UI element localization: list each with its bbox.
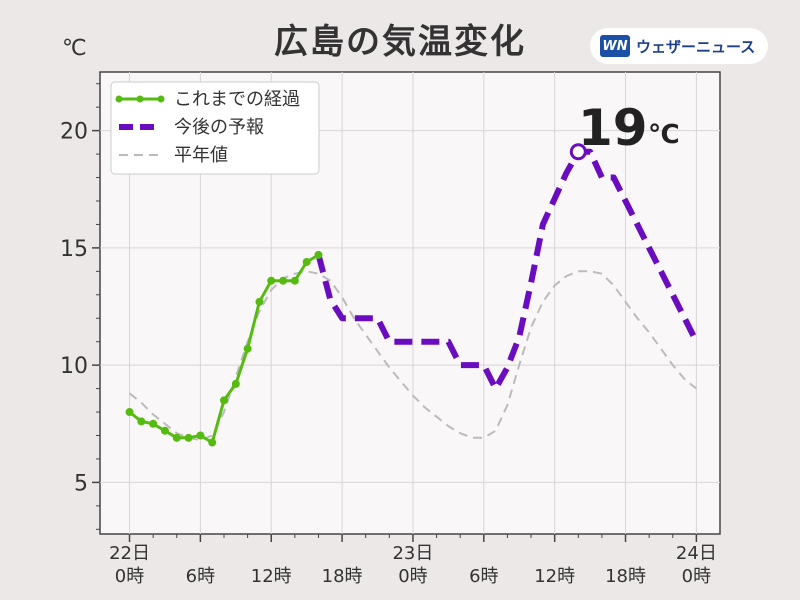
data-point [302,257,311,266]
x-tick-hour-label: 0時 [682,566,711,587]
data-point [149,419,158,428]
data-point [243,344,252,353]
y-tick-label: 5 [74,471,88,496]
data-point [314,250,323,259]
x-tick-hour-label: 6時 [186,566,215,587]
data-point [290,276,299,285]
data-point [172,433,181,442]
data-point [196,431,205,440]
x-tick-hour-label: 18時 [322,566,363,587]
data-point [125,408,134,417]
y-tick-label: 15 [60,237,88,262]
y-tick-label: 20 [60,120,88,145]
series-lines [125,148,700,447]
legend-label: これまでの経過 [174,89,300,110]
legend-marker [157,95,165,103]
series-line-dashed-thin [128,270,698,442]
max-point-marker [569,143,587,161]
legend-label: 平年値 [174,145,228,166]
x-tick-date-label: 23日 [392,543,433,564]
y-axis-unit: ℃ [62,36,87,61]
weathernews-logo-icon: WN [600,35,630,57]
legend-box [110,81,320,175]
x-tick-hour-label: 12時 [534,566,575,587]
legend-marker [136,95,144,103]
max-temperature-label: 19 [578,99,648,157]
data-point [267,276,276,285]
y-tick-label: 10 [60,354,88,379]
data-point [279,276,288,285]
data-point [160,426,169,435]
data-point [220,396,228,405]
x-tick-hour-label: 18時 [605,566,646,587]
x-tick-hour-label: 6時 [469,566,498,587]
brand-name: ウェザーニュース [636,37,756,56]
x-tick-date-label: 22日 [109,543,150,564]
data-point [184,433,193,442]
data-point [231,379,240,388]
brand-badge[interactable]: WN ウェザーニュース [590,28,768,64]
x-tick-date-label: 24日 [676,543,717,564]
x-tick-hour-label: 12時 [251,566,292,587]
chart-title: 広島の気温変化 [274,22,526,62]
data-point [137,417,146,426]
data-point [255,297,264,306]
x-tick-hour-label: 0時 [115,566,144,587]
series-line-dashed-thick [315,148,700,392]
data-point [208,438,217,447]
x-tick-hour-label: 0時 [398,566,427,587]
max-annotation: 19 ℃ [569,99,679,161]
legend-label: 今後の予報 [174,117,264,138]
legend-marker [115,95,123,103]
max-temperature-unit: ℃ [648,120,679,150]
